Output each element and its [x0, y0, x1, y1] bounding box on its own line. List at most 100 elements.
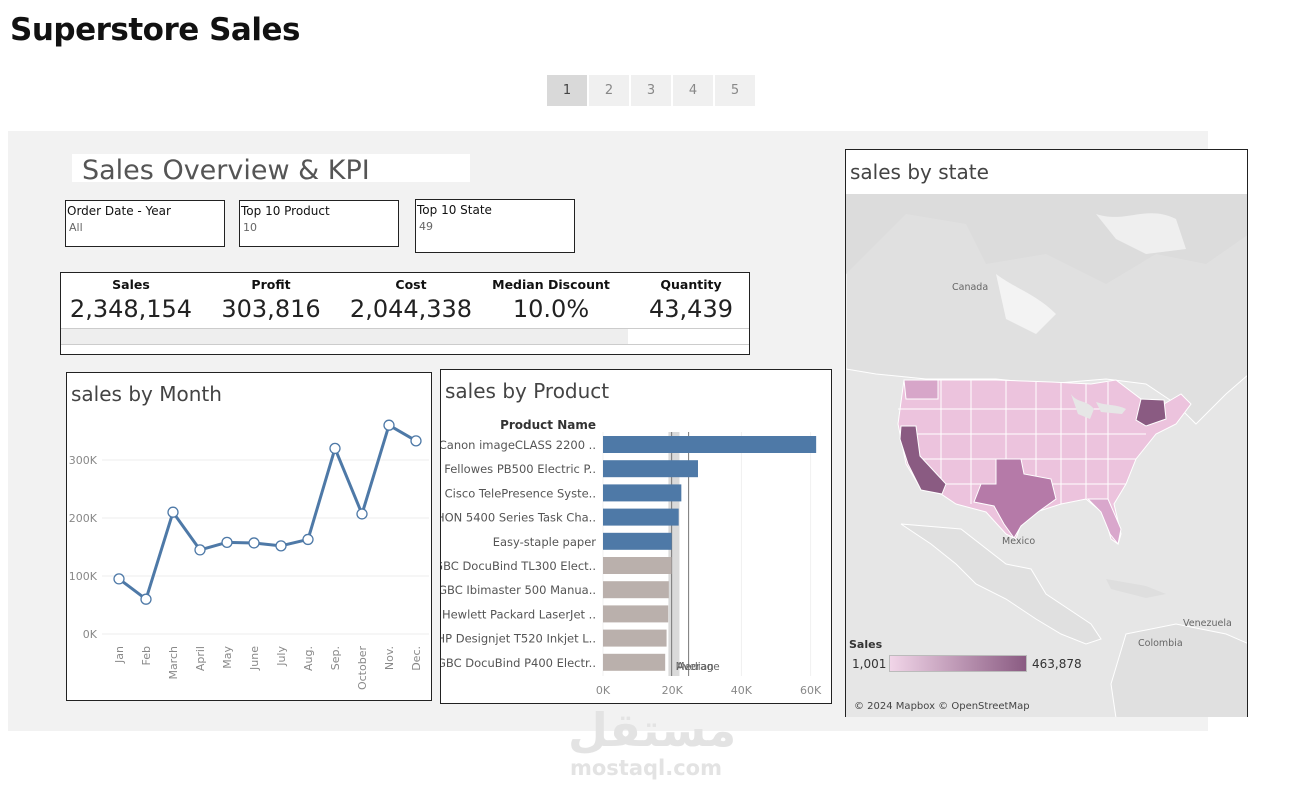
- product-bar: [603, 605, 669, 623]
- x-tick-label: June: [248, 646, 261, 671]
- product-label: HP Designjet T520 Inkjet L..: [441, 632, 596, 646]
- kpi-label: Cost: [395, 277, 427, 292]
- product-label: Canon imageCLASS 2200 ..: [441, 438, 596, 452]
- filter-order-date-year[interactable]: Order Date - Year All: [65, 200, 225, 247]
- kpi-scrollbar-track[interactable]: [61, 328, 629, 345]
- filter-label: Top 10 Product: [241, 204, 330, 218]
- product-label: Fellowes PB500 Electric P..: [444, 462, 596, 476]
- x-tick-label: Aug.: [302, 646, 315, 671]
- sales-line: [118, 423, 417, 601]
- reference-band: [668, 432, 680, 676]
- y-tick-label: 200K: [69, 512, 98, 525]
- kpi-median-discount: Median Discount 10.0%: [481, 277, 621, 323]
- overview-title: Sales Overview & KPI: [72, 154, 470, 182]
- kpi-cost: Cost 2,044,338: [341, 277, 481, 323]
- watermark-arabic: مستقل: [568, 703, 737, 757]
- page-title: Superstore Sales: [10, 12, 300, 48]
- product-label: Hewlett Packard LaserJet ..: [442, 607, 596, 621]
- x-tick-label: March: [167, 646, 180, 680]
- month-point: [356, 508, 368, 520]
- product-bar-chart[interactable]: Product Name 0K 20K 40K 60K Canon imageCLASS…: [441, 370, 831, 703]
- map-color-legend: [889, 655, 1027, 672]
- filter-value[interactable]: 10: [243, 221, 257, 234]
- dashboard-pager: 1 2 3 4 5: [547, 75, 755, 106]
- product-bar: [603, 581, 669, 599]
- product-chart-title: sales by Product: [445, 379, 610, 403]
- label-colombia: Colombia: [1138, 638, 1183, 649]
- average-label: Average: [677, 661, 720, 673]
- kpi-label: Quantity: [660, 277, 722, 292]
- sales-by-state-panel: sales by state: [845, 149, 1248, 717]
- month-chart-title: sales by Month: [71, 382, 222, 406]
- month-point: [248, 537, 260, 549]
- filter-label: Order Date - Year: [67, 204, 171, 218]
- month-point: [194, 544, 206, 556]
- page-1-button[interactable]: 1: [547, 75, 587, 106]
- x-tick-label: Sep.: [329, 646, 342, 670]
- x-tick-label: Nov.: [383, 646, 396, 670]
- product-label: GBC Ibimaster 500 Manua..: [441, 583, 596, 597]
- filter-top-10-product[interactable]: Top 10 Product 10: [239, 200, 399, 247]
- kpi-scrollbar-end: [628, 328, 749, 345]
- kpi-value: 2,044,338: [349, 295, 473, 323]
- month-point: [113, 573, 125, 585]
- product-label: HON 5400 Series Task Cha..: [441, 511, 596, 525]
- product-label: Easy-staple paper: [493, 535, 597, 549]
- filter-label: Top 10 State: [417, 203, 492, 217]
- kpi-label: Sales: [112, 277, 150, 292]
- product-name-header: Product Name: [500, 418, 596, 432]
- label-venezuela: Venezuela: [1183, 618, 1232, 629]
- kpi-value: 2,348,154: [69, 295, 193, 323]
- product-bar: [603, 557, 672, 574]
- page-4-button[interactable]: 4: [673, 75, 713, 106]
- kpi-quantity: Quantity 43,439: [621, 277, 761, 323]
- filter-top-10-state[interactable]: Top 10 State 49: [415, 199, 575, 253]
- x-tick-label: Dec.: [410, 646, 423, 671]
- product-label: GBC DocuBind P400 Electr..: [441, 656, 596, 670]
- x-tick-label: 40K: [731, 684, 753, 697]
- filter-value[interactable]: All: [69, 221, 83, 234]
- filter-value[interactable]: 49: [419, 220, 433, 233]
- month-point: [410, 435, 422, 447]
- kpi-profit: Profit 303,816: [201, 277, 341, 323]
- kpi-value: 303,816: [221, 295, 321, 323]
- product-bar: [603, 484, 682, 502]
- y-tick-label: 300K: [69, 454, 98, 467]
- product-bar: [603, 653, 666, 671]
- page-5-button[interactable]: 5: [715, 75, 755, 106]
- us-state-map[interactable]: Canada Mexico Venezuela Colombia: [846, 194, 1248, 717]
- kpi-label: Median Discount: [492, 277, 610, 292]
- x-tick-label: Jan: [113, 646, 126, 664]
- x-tick-label: May: [221, 646, 234, 669]
- kpi-label: Profit: [251, 277, 291, 292]
- map-attribution[interactable]: © 2024 Mapbox © OpenStreetMap: [854, 701, 1030, 712]
- y-tick-label: 100K: [69, 570, 98, 583]
- watermark-latin: mostaql.com: [570, 756, 722, 780]
- product-bar: [603, 629, 667, 647]
- page-2-button[interactable]: 2: [589, 75, 629, 106]
- sales-by-product-panel: sales by Product Product Name 0K 20K 40K 60…: [440, 369, 832, 704]
- x-tick-label: October: [356, 646, 369, 690]
- product-bar: [603, 532, 672, 550]
- product-label: GBC DocuBind TL300 Elect..: [441, 559, 596, 573]
- kpi-sales: Sales 2,348,154: [61, 277, 201, 323]
- month-point: [329, 442, 341, 455]
- kpi-value: 10.0%: [512, 295, 590, 323]
- kpi-banner: Sales 2,348,154 Profit 303,816 Cost 2,04…: [60, 272, 750, 355]
- map-legend-min: 1,001: [852, 657, 887, 671]
- map-title: sales by state: [850, 160, 989, 184]
- label-canada: Canada: [952, 282, 988, 293]
- month-point: [275, 540, 287, 552]
- product-bar: [603, 508, 679, 526]
- kpi-value: 43,439: [649, 295, 733, 323]
- map-legend-max: 463,878: [1032, 657, 1082, 671]
- month-line-chart[interactable]: 0K 100K 200K 300K Jan Feb March April May June Jul…: [67, 373, 431, 700]
- x-tick-label: July: [275, 646, 288, 667]
- page-3-button[interactable]: 3: [631, 75, 671, 106]
- x-tick-label: Feb: [140, 646, 153, 665]
- month-point: [140, 593, 152, 605]
- map-legend-title: Sales: [849, 638, 883, 651]
- y-tick-label: 0K: [83, 628, 98, 641]
- x-tick-label: April: [194, 646, 207, 671]
- x-tick-label: 60K: [800, 684, 822, 697]
